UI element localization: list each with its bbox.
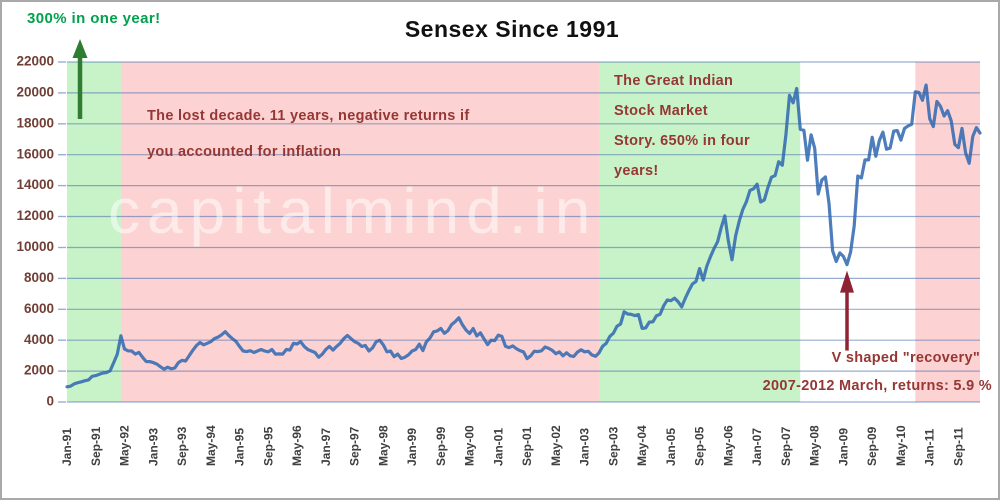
x-axis-label: Sep-05 — [693, 426, 707, 466]
sensex-line — [65, 83, 982, 389]
y-axis-label: 12000 — [16, 208, 54, 223]
y-axis-label: 8000 — [24, 270, 54, 285]
x-axis-label: May-94 — [204, 425, 218, 466]
x-axis-label: Sep-11 — [951, 427, 965, 466]
x-axis-label: May-00 — [463, 425, 477, 466]
y-axis-label: 16000 — [16, 146, 54, 161]
x-axis-label: Sep-95 — [261, 426, 275, 466]
x-axis-label: May-92 — [118, 425, 132, 466]
v-recovery-note: V shaped "recovery" — [831, 350, 980, 366]
lost-decade-note-line2: you accounted for inflation — [147, 144, 342, 160]
x-axis-label: Jan-01 — [491, 428, 505, 466]
x-axis-label: Jan-97 — [319, 428, 333, 466]
y-axis-label: 4000 — [24, 332, 54, 347]
x-axis-label: Sep-93 — [175, 426, 189, 466]
x-axis-label: May-08 — [808, 425, 822, 466]
y-axis-label: 20000 — [16, 84, 54, 99]
y-axis-label: 0 — [46, 394, 54, 409]
x-axis-label: Jan-11 — [923, 428, 937, 466]
x-axis-label: May-98 — [376, 425, 390, 466]
chart-white-gap — [800, 62, 916, 402]
y-axis-label: 2000 — [24, 363, 54, 378]
bull-market-note-line1: The Great Indian — [614, 73, 734, 89]
bull-market-note-line4: years! — [614, 163, 659, 179]
recovery-arrow-icon — [840, 270, 855, 293]
lost-decade-note: The lost decade. 11 years, negative retu… — [147, 98, 469, 170]
x-axis-label: Jan-93 — [146, 428, 160, 466]
x-axis-label: Sep-91 — [89, 426, 103, 466]
x-axis-label: Sep-99 — [434, 426, 448, 466]
x-axis-label: Jan-03 — [578, 428, 592, 466]
x-axis-label: Jan-05 — [664, 428, 678, 466]
x-axis-label: May-10 — [894, 425, 908, 466]
x-axis-label: May-06 — [721, 425, 735, 466]
y-axis-label: 14000 — [16, 177, 54, 192]
annotation-300-percent: 300% in one year! — [27, 10, 161, 27]
x-axis-label: Jan-09 — [836, 428, 850, 466]
x-axis-label: Jan-95 — [233, 428, 247, 466]
x-axis-label: Sep-09 — [865, 426, 879, 466]
chart-green-band-2 — [599, 62, 801, 402]
bull-market-note: The Great Indian Stock Market Story. 650… — [614, 66, 750, 186]
returns-note: 2007-2012 March, returns: 5.9 % — [762, 378, 992, 394]
page-title: Sensex Since 1991 — [404, 16, 620, 42]
x-axis-label: May-04 — [635, 425, 649, 466]
bull-market-note-line2: Stock Market — [614, 103, 708, 119]
x-axis-label: Sep-07 — [779, 426, 793, 466]
x-axis-label: May-96 — [290, 425, 304, 466]
x-axis-label: Jan-07 — [750, 428, 764, 466]
y-axis-label: 18000 — [16, 115, 54, 130]
bull-market-note-line3: Story. 650% in four — [614, 133, 750, 149]
y-axis-label: 6000 — [24, 301, 54, 316]
chart-pink-band-2 — [915, 62, 980, 402]
lost-decade-note-line1: The lost decade. 11 years, negative retu… — [147, 108, 470, 124]
x-axis-label: May-02 — [549, 425, 563, 466]
x-axis-label: Sep-01 — [520, 426, 534, 466]
x-axis-label: Jan-99 — [405, 428, 419, 466]
growth-arrow-icon — [72, 39, 88, 58]
y-axis-label: 22000 — [16, 54, 54, 69]
y-axis-label: 10000 — [16, 239, 54, 254]
x-axis-label: Jan-91 — [60, 428, 74, 466]
x-axis-label: Sep-97 — [348, 426, 362, 466]
x-axis-label: Sep-03 — [606, 426, 620, 466]
chart-green-band-1 — [67, 62, 121, 402]
